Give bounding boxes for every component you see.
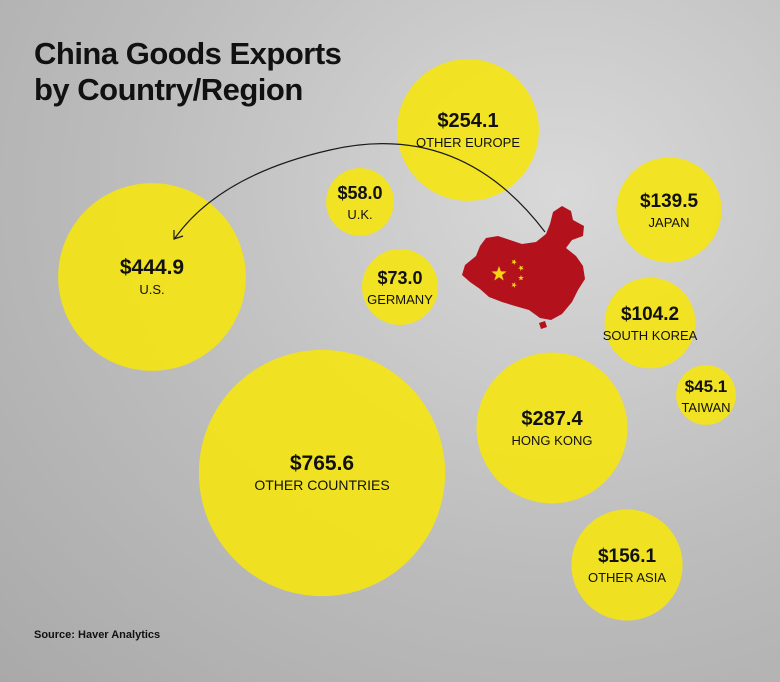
flag-small-star-icon bbox=[511, 259, 517, 265]
chart-title-line-1: China Goods Exports bbox=[34, 36, 342, 71]
bubble-u-k bbox=[326, 168, 394, 236]
flag-small-star-icon bbox=[518, 265, 524, 271]
bubble-value-other-asia: $156.1 bbox=[598, 546, 657, 567]
bubble-label-other-asia: OTHER ASIA bbox=[588, 570, 666, 585]
china-map-hainan bbox=[539, 321, 547, 329]
source-note: Source: Haver Analytics bbox=[34, 629, 161, 641]
bubble-label-u-k: U.K. bbox=[347, 207, 372, 222]
bubble-value-u-s: $444.9 bbox=[120, 256, 184, 279]
bubble-value-other-countries: $765.6 bbox=[290, 452, 354, 475]
bubble-japan bbox=[616, 157, 722, 263]
bubble-germany bbox=[361, 248, 439, 326]
bubble-hong-kong bbox=[476, 352, 628, 504]
china-map-icon bbox=[462, 206, 585, 329]
bubble-value-hong-kong: $287.4 bbox=[521, 408, 583, 430]
bubble-label-japan: JAPAN bbox=[649, 215, 690, 230]
arrow bbox=[173, 143, 546, 240]
china-map-shape bbox=[462, 206, 585, 320]
bubbles-layer bbox=[58, 59, 736, 621]
bubble-value-germany: $73.0 bbox=[377, 268, 422, 288]
bubble-south-korea bbox=[604, 277, 696, 369]
bubble-u-s bbox=[58, 183, 246, 371]
bubble-other-asia bbox=[571, 509, 683, 621]
bubble-label-u-s: U.S. bbox=[139, 282, 164, 297]
bubble-value-taiwan: $45.1 bbox=[685, 377, 728, 396]
flag-small-star-icon bbox=[518, 275, 524, 281]
bubble-label-other-countries: OTHER COUNTRIES bbox=[254, 477, 389, 493]
bubble-taiwan bbox=[676, 365, 736, 425]
bubble-label-taiwan: TAIWAN bbox=[681, 400, 730, 415]
bubble-value-south-korea: $104.2 bbox=[621, 304, 679, 325]
bubble-other-europe bbox=[397, 59, 539, 201]
bubble-label-hong-kong: HONG KONG bbox=[512, 433, 593, 448]
bubble-label-south-korea: SOUTH KOREA bbox=[603, 328, 698, 343]
bubble-value-u-k: $58.0 bbox=[337, 183, 382, 203]
bubble-other-countries bbox=[198, 349, 446, 597]
bubble-value-japan: $139.5 bbox=[640, 191, 699, 212]
bubble-label-germany: GERMANY bbox=[367, 292, 433, 307]
chart-title-line-2: by Country/Region bbox=[34, 72, 303, 107]
stars-layer bbox=[491, 259, 524, 288]
arrow-head bbox=[173, 230, 184, 240]
flag-small-star-icon bbox=[511, 282, 517, 288]
flag-large-star-icon bbox=[491, 266, 507, 281]
bubble-label-other-europe: OTHER EUROPE bbox=[416, 135, 520, 150]
arrow-curve bbox=[174, 143, 546, 239]
labels-layer: $765.6 OTHER COUNTRIES $444.9 U.S. $287.4 HON… bbox=[120, 110, 731, 585]
chart-title: China Goods Exports by Country/Region bbox=[34, 36, 342, 108]
bubble-value-other-europe: $254.1 bbox=[437, 110, 498, 132]
